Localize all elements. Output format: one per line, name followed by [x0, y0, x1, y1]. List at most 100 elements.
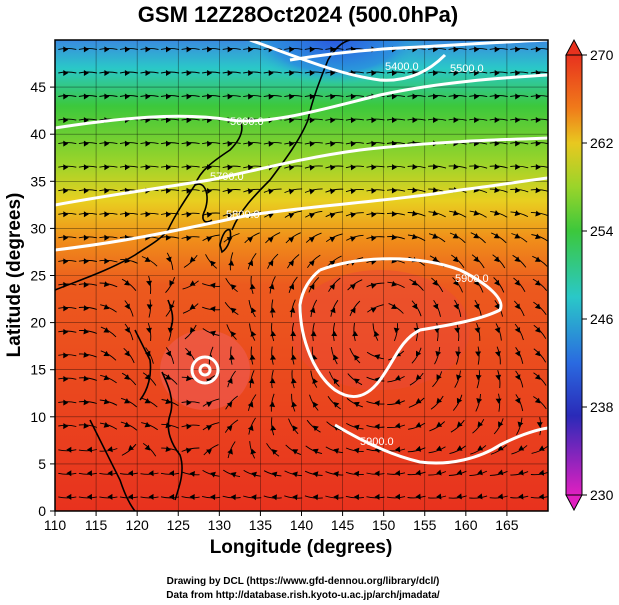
- wind-streamline: [310, 299, 318, 318]
- wind-arrowhead: [415, 422, 422, 428]
- wind-streamline: [347, 279, 363, 291]
- wind-streamline: [407, 495, 426, 499]
- wind-streamline: [387, 400, 405, 406]
- wind-arrowhead: [475, 351, 482, 357]
- wind-arrowhead: [534, 303, 541, 310]
- wind-streamline: [347, 373, 363, 386]
- wind-arrowhead: [415, 398, 422, 404]
- wind-arrowhead: [186, 423, 192, 430]
- wind-arrowhead: [124, 46, 130, 53]
- wind-arrowhead: [144, 444, 151, 451]
- wind-arrowhead: [454, 327, 461, 333]
- wind-streamline: [386, 118, 406, 121]
- wind-arrowhead: [104, 211, 110, 218]
- wind-arrowhead: [104, 46, 110, 53]
- wind-streamline: [244, 232, 260, 244]
- wind-arrowhead: [128, 493, 133, 500]
- wind-arrowhead: [269, 307, 276, 313]
- wind-arrowhead: [83, 70, 89, 76]
- x-tick-label: 165: [495, 517, 519, 533]
- wind-arrowhead: [290, 354, 297, 360]
- wind-streamline: [366, 165, 385, 168]
- wind-streamline: [160, 142, 180, 145]
- wind-streamline: [284, 71, 303, 74]
- wind-streamline: [201, 165, 221, 168]
- x-axis: 110 115 120 125 130 135 140 145 150 155 160 165: [44, 511, 519, 533]
- wind-streamline: [202, 283, 221, 287]
- y-tick-label: 0: [38, 503, 46, 519]
- wind-arrowhead: [329, 284, 335, 290]
- wind-arrowhead: [432, 233, 438, 239]
- wind-arrowhead: [329, 212, 336, 219]
- colorbar-tick-label: 246: [590, 311, 614, 327]
- wind-arrowhead: [227, 188, 233, 195]
- wind-arrowhead: [227, 70, 233, 76]
- wind-streamline: [162, 373, 178, 385]
- wind-streamline: [202, 328, 220, 336]
- wind-streamline: [160, 118, 180, 121]
- wind-arrowhead: [66, 493, 72, 500]
- contour-5700: [55, 136, 548, 207]
- wind-arrowhead: [456, 421, 463, 427]
- wind-streamline: [99, 496, 118, 499]
- wind-arrowhead: [538, 469, 545, 476]
- wind-streamline: [476, 323, 481, 341]
- wind-arrowhead: [165, 398, 171, 405]
- y-tick-label: 5: [38, 456, 46, 472]
- wind-streamline: [243, 188, 262, 193]
- wind-arrowhead: [436, 397, 442, 404]
- wind-arrowhead: [514, 397, 521, 404]
- wind-arrowhead: [103, 398, 110, 405]
- wind-streamline: [119, 142, 138, 145]
- wind-streamline: [145, 347, 154, 364]
- wind-arrowhead: [309, 212, 315, 219]
- wind-arrowhead: [456, 445, 463, 451]
- wind-arrowhead: [107, 493, 113, 500]
- wind-arrowhead: [477, 445, 484, 451]
- colorbar: 270 262 254 246 238 230: [565, 38, 614, 512]
- wind-streamline: [387, 376, 405, 383]
- wind-streamline: [58, 142, 77, 145]
- wind-arrowhead: [308, 237, 315, 243]
- wind-streamline: [433, 299, 441, 317]
- wind-arrowhead: [227, 378, 233, 384]
- wind-streamline: [141, 256, 158, 267]
- wind-arrowhead: [189, 327, 196, 333]
- wind-arrowhead: [514, 210, 521, 217]
- wind-arrowhead: [83, 93, 89, 100]
- wind-arrowhead: [210, 282, 216, 289]
- wind-arrowhead: [495, 374, 502, 381]
- colorbar-tick-label: 270: [590, 47, 614, 63]
- wind-streamline: [140, 472, 159, 475]
- wind-streamline: [495, 323, 502, 341]
- wind-arrowhead: [268, 212, 274, 219]
- wind-arrowhead: [189, 494, 195, 500]
- wind-arrowhead: [63, 117, 69, 124]
- wind-arrowhead: [535, 210, 541, 217]
- wind-arrowhead: [186, 399, 192, 406]
- wind-arrowhead: [107, 470, 113, 477]
- wind-arrowhead: [104, 187, 110, 194]
- wind-streamline: [345, 118, 364, 121]
- wind-streamline: [205, 254, 217, 269]
- wind-streamline: [225, 395, 238, 410]
- wind-arrowhead: [66, 446, 72, 453]
- wind-streamline: [285, 232, 301, 244]
- wind-arrowhead: [250, 448, 257, 455]
- wind-streamline: [512, 254, 527, 268]
- wind-streamline: [448, 470, 467, 476]
- wind-streamline: [325, 118, 344, 121]
- wind-streamline: [202, 95, 221, 97]
- wind-streamline: [227, 441, 236, 459]
- wind-streamline: [353, 322, 356, 342]
- wind-streamline: [58, 377, 77, 380]
- wind-arrowhead: [289, 164, 295, 171]
- wind-arrowhead: [271, 471, 278, 478]
- y-tick-label: 30: [30, 220, 46, 236]
- wind-arrowhead: [145, 350, 151, 357]
- wind-arrowhead: [371, 140, 377, 147]
- wind-streamline: [428, 95, 447, 98]
- wind-arrowhead: [210, 260, 216, 267]
- wind-streamline: [386, 165, 406, 168]
- wind-streamline: [78, 424, 97, 428]
